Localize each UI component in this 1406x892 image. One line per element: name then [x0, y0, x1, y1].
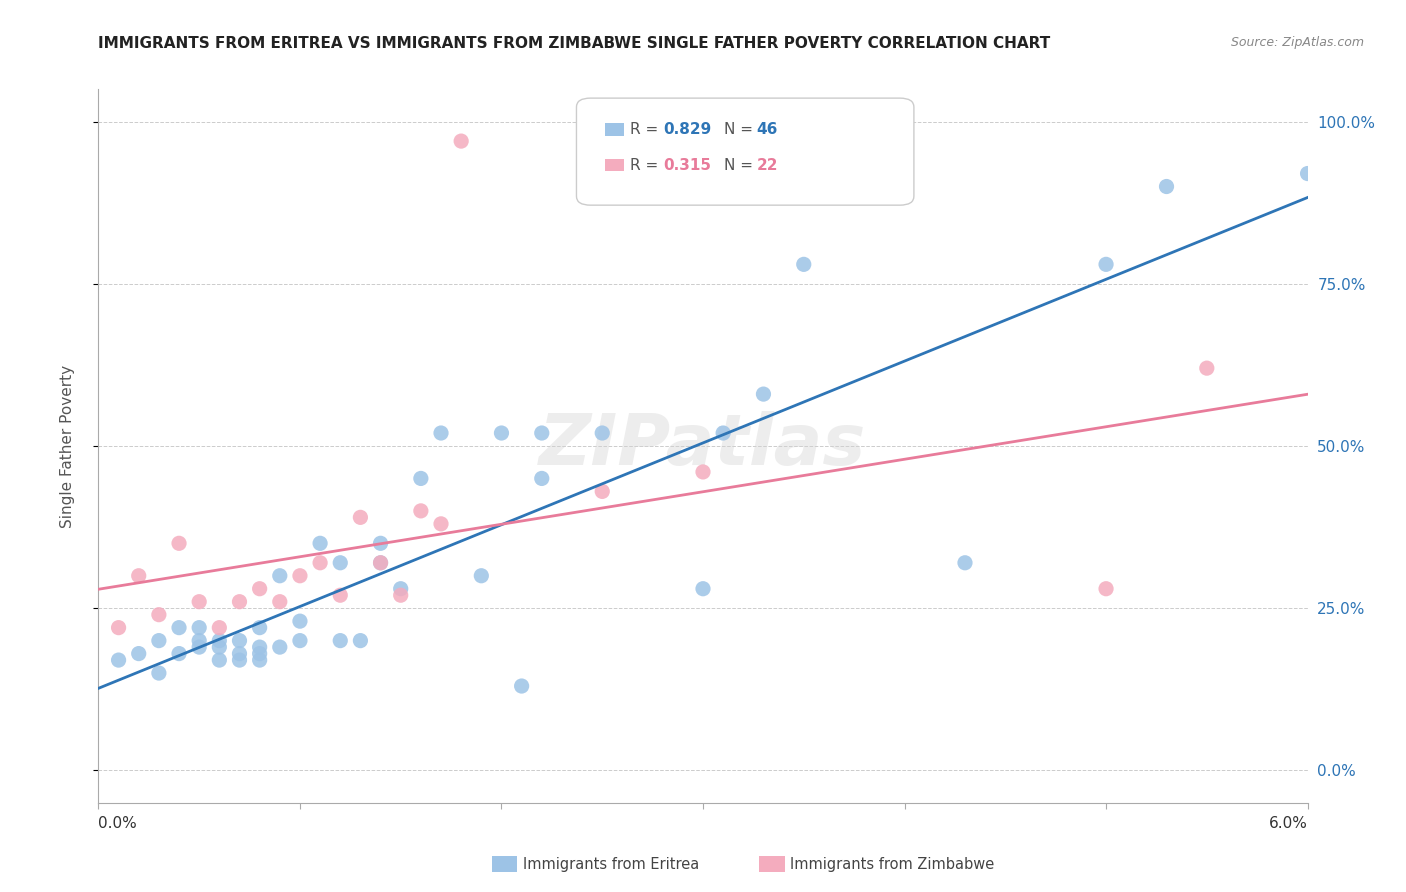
Point [450, 134, 472, 148]
Point [188, 595, 211, 609]
Text: Immigrants from Eritrea: Immigrants from Eritrea [523, 857, 699, 871]
Point [530, 425, 553, 440]
Point [530, 471, 553, 485]
Point [329, 556, 352, 570]
Point [188, 633, 211, 648]
Text: Source: ZipAtlas.com: Source: ZipAtlas.com [1230, 36, 1364, 49]
Point [1095, 582, 1118, 596]
Point [692, 465, 714, 479]
Text: ZIPatlas: ZIPatlas [540, 411, 866, 481]
Point [389, 588, 412, 602]
Point [228, 595, 250, 609]
Point [349, 633, 371, 648]
Point [370, 536, 392, 550]
Text: 22: 22 [756, 158, 778, 172]
Point [491, 425, 513, 440]
Point [370, 556, 392, 570]
Point [188, 621, 211, 635]
Point [128, 647, 150, 661]
Point [228, 653, 250, 667]
Point [309, 536, 332, 550]
Point [249, 582, 271, 596]
Point [208, 653, 231, 667]
Point [409, 471, 432, 485]
Point [329, 588, 352, 602]
Point [1296, 167, 1319, 181]
Text: IMMIGRANTS FROM ERITREA VS IMMIGRANTS FROM ZIMBABWE SINGLE FATHER POVERTY CORREL: IMMIGRANTS FROM ERITREA VS IMMIGRANTS FR… [98, 36, 1050, 51]
Point [208, 621, 231, 635]
Y-axis label: Single Father Poverty: Single Father Poverty [60, 365, 75, 527]
Point [167, 621, 190, 635]
Text: 6.0%: 6.0% [1268, 816, 1308, 831]
Point [269, 595, 291, 609]
Point [228, 647, 250, 661]
Point [107, 653, 129, 667]
Point [128, 568, 150, 582]
Point [1095, 257, 1118, 271]
Text: Immigrants from Zimbabwe: Immigrants from Zimbabwe [790, 857, 994, 871]
Point [188, 640, 211, 654]
Point [1156, 179, 1178, 194]
Point [167, 536, 190, 550]
Point [249, 621, 271, 635]
Point [349, 510, 371, 524]
Point [953, 556, 976, 570]
Point [208, 633, 231, 648]
Point [470, 568, 492, 582]
Point [148, 633, 170, 648]
Point [249, 653, 271, 667]
Point [269, 568, 291, 582]
Point [208, 640, 231, 654]
Point [148, 666, 170, 681]
Text: 0.315: 0.315 [664, 158, 711, 172]
Point [711, 425, 734, 440]
Point [752, 387, 775, 401]
Text: N =: N = [724, 122, 758, 136]
Point [370, 556, 392, 570]
Point [167, 647, 190, 661]
Point [510, 679, 533, 693]
Point [1195, 361, 1218, 376]
Point [288, 568, 311, 582]
Point [591, 484, 613, 499]
Point [228, 633, 250, 648]
Point [148, 607, 170, 622]
Point [288, 614, 311, 628]
Point [409, 504, 432, 518]
Text: R =: R = [630, 122, 664, 136]
Text: 0.829: 0.829 [664, 122, 711, 136]
Point [288, 633, 311, 648]
Point [793, 257, 815, 271]
Text: 46: 46 [756, 122, 778, 136]
Point [430, 516, 453, 531]
Point [309, 556, 332, 570]
Point [249, 640, 271, 654]
Point [329, 633, 352, 648]
Point [269, 640, 291, 654]
Point [107, 621, 129, 635]
Point [692, 582, 714, 596]
Point [249, 647, 271, 661]
Text: R =: R = [630, 158, 664, 172]
Text: 0.0%: 0.0% [98, 816, 138, 831]
Point [591, 425, 613, 440]
Point [430, 425, 453, 440]
Text: N =: N = [724, 158, 758, 172]
Point [389, 582, 412, 596]
